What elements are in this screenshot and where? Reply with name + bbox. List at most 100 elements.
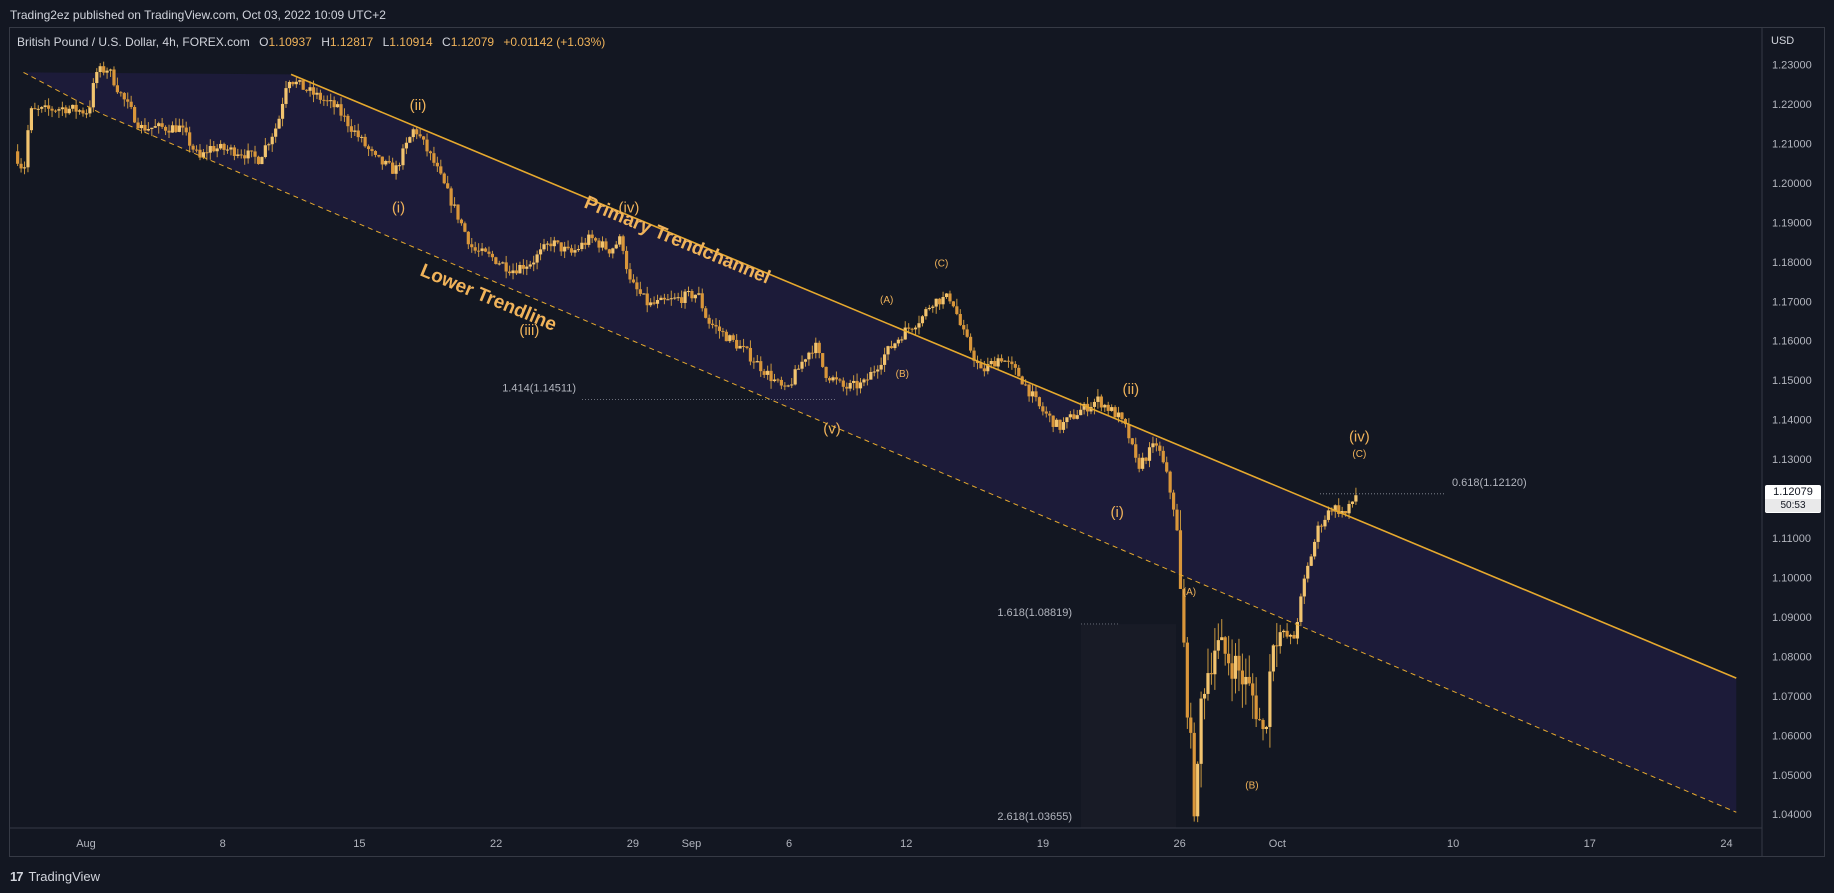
candle-body: [511, 270, 515, 274]
candle-body: [738, 345, 742, 349]
candle-body: [301, 80, 305, 90]
candle-body: [924, 309, 928, 317]
wave-label: (ii): [1123, 381, 1140, 398]
candle-body: [1323, 519, 1327, 527]
candle-body: [198, 149, 202, 158]
candle-body: [666, 299, 670, 301]
candle-body: [432, 153, 436, 163]
last-price-tag: 1.12079 50:53: [1765, 485, 1821, 513]
candle-body: [831, 377, 835, 381]
candle-body: [1158, 445, 1162, 451]
footer-brand: TradingView: [28, 868, 101, 884]
candle-body: [717, 326, 722, 332]
high-value: 1.12817: [329, 35, 374, 49]
candle-body: [81, 110, 85, 114]
candle-body: [108, 69, 113, 71]
candle-body: [1027, 384, 1031, 397]
candle-body: [566, 246, 570, 249]
candle-body: [428, 151, 433, 154]
candle-body: [174, 125, 178, 132]
candle-body: [1196, 763, 1200, 817]
time-axis-tick: 26: [1174, 838, 1186, 850]
time-axis-tick: 17: [1584, 838, 1596, 850]
candle-body: [322, 99, 326, 101]
candle-body: [102, 66, 106, 73]
candle-body: [1199, 698, 1203, 764]
candle-body: [728, 335, 732, 342]
candle-body: [827, 377, 832, 381]
fib-level-label: 0.618(1.12120): [1452, 477, 1527, 489]
candle-body: [1010, 361, 1014, 365]
candle-body: [1261, 719, 1265, 729]
candle-body: [934, 298, 938, 307]
candle-body: [821, 353, 825, 367]
candle-body: [1130, 438, 1134, 445]
candle-body: [1319, 525, 1324, 527]
candle-body: [893, 343, 897, 349]
candle-body: [941, 297, 945, 305]
candle-body: [1295, 621, 1300, 639]
candle-body: [1171, 492, 1176, 510]
candle-body: [342, 115, 347, 117]
candle-body: [1216, 640, 1220, 651]
candle-body: [346, 115, 350, 127]
publish-header: Trading2ez published on TradingView.com,…: [0, 0, 1834, 28]
candle-body: [1110, 407, 1114, 411]
lower-trendline[interactable]: [23, 71, 1737, 813]
candle-body: [1072, 414, 1076, 419]
candle-body: [793, 369, 797, 385]
candle-body: [380, 156, 384, 165]
candle-body: [748, 347, 753, 362]
candle-body: [986, 364, 990, 372]
candle-body: [325, 100, 329, 102]
wave-label: (C): [934, 259, 948, 270]
candle-body: [545, 243, 550, 245]
candle-body: [136, 122, 140, 129]
candle-body: [1237, 655, 1241, 671]
candle-body: [188, 132, 192, 146]
candle-body: [384, 161, 388, 165]
candle-body: [944, 293, 949, 298]
candle-body: [955, 306, 959, 315]
time-axis-tick: 6: [786, 838, 792, 850]
candle-body: [67, 108, 71, 114]
candle-body: [1165, 462, 1169, 472]
candle-body: [1006, 360, 1011, 362]
candle-body: [280, 103, 285, 119]
candle-body: [587, 234, 591, 245]
candle-body: [731, 335, 735, 340]
candle-body: [556, 240, 560, 243]
candle-body: [1051, 415, 1055, 427]
candle-body: [680, 297, 684, 303]
candle-body: [391, 162, 395, 174]
candle-body: [181, 125, 185, 128]
candle-body: [274, 128, 278, 137]
candle-body: [1337, 505, 1341, 514]
candle-body: [1003, 360, 1007, 362]
price-axis-tick: 1.04000: [1772, 809, 1812, 821]
candle-body: [951, 301, 956, 307]
candle-body: [177, 125, 181, 132]
candle-body: [563, 246, 567, 252]
price-axis-currency: USD: [1771, 35, 1794, 47]
candle-body: [1257, 719, 1262, 721]
candle-body: [373, 151, 378, 155]
tradingview-logo-icon[interactable]: 17: [10, 868, 24, 884]
candle-body: [153, 126, 157, 128]
price-axis-tick: 1.14000: [1772, 415, 1812, 427]
wave-label: (C): [1352, 449, 1366, 460]
candle-body: [377, 154, 381, 157]
candle-body: [704, 308, 708, 318]
candle-body: [635, 282, 639, 290]
change-value: +0.01142 (+1.03%): [503, 35, 606, 49]
candle-body: [394, 165, 398, 174]
candle-body: [494, 257, 498, 264]
candle-body: [876, 369, 880, 372]
candle-body: [473, 247, 477, 251]
candle-body: [88, 107, 92, 114]
price-axis-tick: 1.20000: [1772, 178, 1812, 190]
candle-body: [363, 136, 367, 147]
primary-trendchannel-line[interactable]: [290, 73, 1737, 679]
candle-body: [387, 161, 391, 163]
